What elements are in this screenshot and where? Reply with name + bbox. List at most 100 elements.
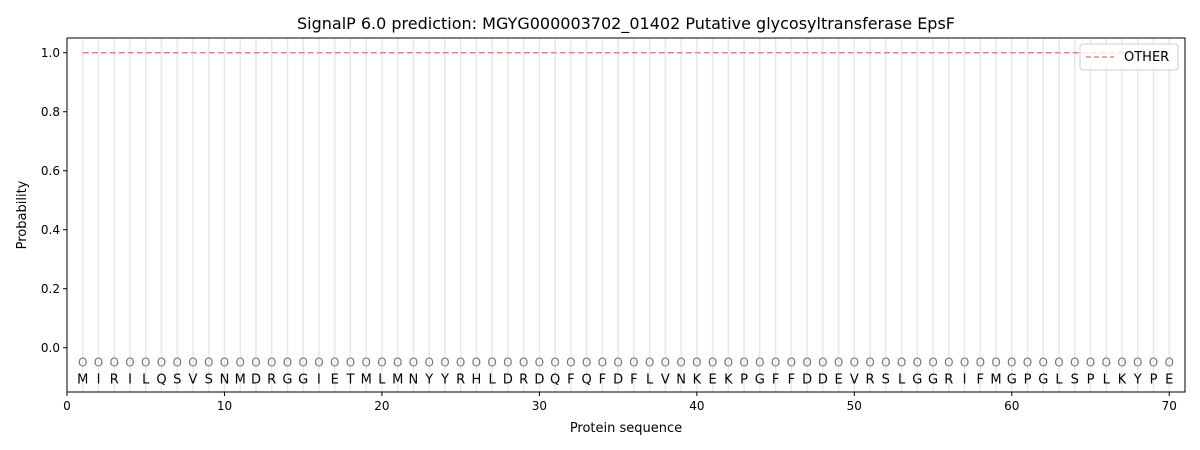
residue-label: G [912, 373, 922, 388]
residue-marker: O [1102, 356, 1111, 370]
residue-marker: O [708, 356, 717, 370]
residue-label: Q [156, 373, 166, 388]
y-axis-label: Probability [15, 180, 30, 249]
residue-label: N [676, 373, 686, 388]
residue-marker: O [1007, 356, 1016, 370]
residue-marker: O [314, 356, 323, 370]
legend: OTHER [1079, 43, 1179, 71]
residue-marker: O [125, 356, 134, 370]
residue-label: L [378, 373, 386, 388]
residue-marker: O [834, 356, 843, 370]
residue-label: Q [582, 373, 592, 388]
residue-label: N [220, 373, 230, 388]
residue-marker: O [613, 356, 622, 370]
x-tick-label: 60 [1004, 399, 1019, 413]
residue-marker: O [298, 356, 307, 370]
residue-marker: O [330, 356, 339, 370]
y-tick-label: 0.2 [41, 282, 60, 296]
residue-marker: O [944, 356, 953, 370]
residue-label: S [882, 373, 890, 388]
residue-marker: O [661, 356, 670, 370]
y-tick-label: 0.8 [41, 105, 60, 119]
residue-label: N [409, 373, 419, 388]
residue-marker: O [157, 356, 166, 370]
x-tick-label: 40 [689, 399, 704, 413]
residue-marker: O [424, 356, 433, 370]
residue-label: G [1038, 373, 1048, 388]
residue-label: M [235, 373, 246, 388]
residue-marker: O [787, 356, 796, 370]
residue-label: S [1071, 373, 1079, 388]
residue-label: D [251, 373, 261, 388]
residue-label: D [802, 373, 812, 388]
residue-marker: O [755, 356, 764, 370]
residue-marker: O [1165, 356, 1174, 370]
residue-label: K [1118, 373, 1127, 388]
residue-label: I [97, 373, 101, 388]
residue-marker: O [676, 356, 685, 370]
residue-label: E [834, 373, 842, 388]
residue-marker: O [645, 356, 654, 370]
residue-marker: O [283, 356, 292, 370]
residue-label: E [1165, 373, 1173, 388]
residue-marker: O [550, 356, 559, 370]
residue-label: I [317, 373, 321, 388]
residue-marker: O [409, 356, 418, 370]
residue-marker: O [1023, 356, 1032, 370]
residue-marker: O [897, 356, 906, 370]
residue-label: F [977, 373, 984, 388]
residue-marker: O [991, 356, 1000, 370]
residue-label: D [534, 373, 544, 388]
residue-label: R [110, 373, 119, 388]
residue-marker: O [1070, 356, 1079, 370]
residue-marker: O [503, 356, 512, 370]
residue-label: M [392, 373, 403, 388]
residue-label: I [963, 373, 967, 388]
residue-marker: O [1149, 356, 1158, 370]
plot-frame [66, 37, 1186, 393]
residue-label: E [708, 373, 716, 388]
residue-label: E [331, 373, 339, 388]
residue-label: L [1103, 373, 1111, 388]
residue-markers: OMOIOROIOLOQOSOVOSONOMODOROGOGOIOEOTOMOL… [77, 356, 1174, 388]
residue-label: K [693, 373, 702, 388]
residue-label: F [788, 373, 795, 388]
residue-marker: O [850, 356, 859, 370]
y-tick-label: 0.6 [41, 164, 60, 178]
residue-label: L [489, 373, 497, 388]
y-tick-label: 0.0 [41, 341, 60, 355]
residue-label: P [1150, 373, 1158, 388]
x-tick-label: 30 [532, 399, 547, 413]
y-axis-ticks: 0.0 0.2 0.4 0.6 0.8 1.0 [41, 46, 67, 355]
residue-marker: O [204, 356, 213, 370]
residue-marker: O [1133, 356, 1142, 370]
residue-label: S [173, 373, 181, 388]
residue-label: G [928, 373, 938, 388]
residue-marker: O [566, 356, 575, 370]
residue-marker: O [960, 356, 969, 370]
residue-label: H [472, 373, 482, 388]
residue-label: G [755, 373, 765, 388]
residue-marker: O [251, 356, 260, 370]
residue-marker: O [535, 356, 544, 370]
residue-label: P [1024, 373, 1032, 388]
residue-marker: O [865, 356, 874, 370]
residue-marker: O [582, 356, 591, 370]
residue-marker: O [629, 356, 638, 370]
residue-label: L [142, 373, 150, 388]
residue-label: K [724, 373, 733, 388]
residue-label: D [613, 373, 623, 388]
residue-label: G [298, 373, 308, 388]
residue-marker: O [802, 356, 811, 370]
residue-label: V [189, 373, 198, 388]
residue-marker: O [881, 356, 890, 370]
residue-marker: O [1117, 356, 1126, 370]
residue-marker: O [235, 356, 244, 370]
residue-marker: O [361, 356, 370, 370]
residue-label: I [128, 373, 132, 388]
residue-label: T [345, 373, 354, 388]
residue-label: D [503, 373, 513, 388]
residue-marker: O [692, 356, 701, 370]
x-tick-label: 70 [1162, 399, 1177, 413]
residue-marker: O [1086, 356, 1095, 370]
